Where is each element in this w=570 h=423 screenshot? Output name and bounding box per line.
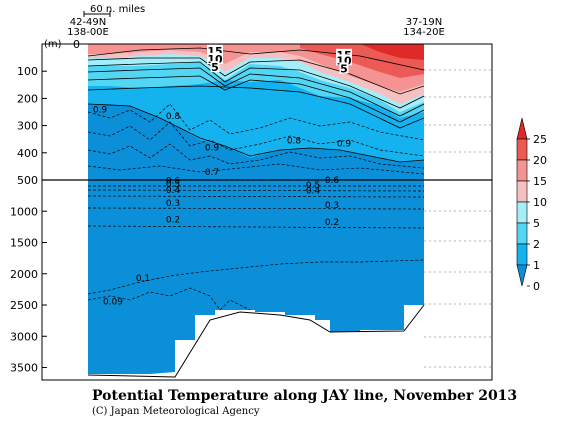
right-station-lat: 37-19N: [406, 17, 443, 28]
seafloor-line: [87, 304, 425, 378]
colorbar-level-label: 15: [533, 175, 547, 188]
contour-label: 0.5: [166, 180, 180, 190]
contour-label: 0.9: [93, 105, 108, 115]
depth-tick-label: 1500: [10, 237, 38, 250]
left-station-lat: 42-49N: [70, 17, 107, 28]
depth-unit-label: (m): [44, 39, 62, 50]
contour-label: 0.4: [306, 187, 321, 197]
depth-tick-label: 200: [17, 92, 38, 105]
contour-label: 0.4: [166, 186, 181, 196]
colorbar-level-label: 25: [533, 133, 547, 146]
depth-tick-label: 300: [17, 120, 38, 133]
depth-tick-label: 1000: [10, 205, 38, 218]
depth-tick-label: 500: [17, 174, 38, 187]
colorbar-level-label: 10: [533, 196, 547, 209]
contour-label-bg: [339, 62, 349, 74]
chart-credit: (C) Japan Meteorological Agency: [92, 406, 260, 417]
colorbar-segment: [516, 201, 528, 224]
depth-tick-label: 2000: [10, 268, 38, 281]
depth-tick-label: 2500: [10, 299, 38, 312]
chart-title: Potential Temperature along JAY line, No…: [92, 388, 517, 404]
left-station-lon: 138-00E: [67, 27, 109, 38]
scale-bar-label: 60 n. miles: [90, 4, 145, 15]
contour-labels: 15105151050.90.80.90.80.90.70.60.50.40.3…: [93, 44, 352, 307]
colorbar-level-label: 0: [533, 280, 540, 293]
colorbar-segment: [516, 159, 528, 182]
colorbar-segment: [516, 264, 528, 287]
contour-label: 0.8: [287, 137, 302, 147]
contour-label: 0.8: [166, 112, 181, 122]
deep-contours: [88, 103, 424, 311]
contour-label: 0.5: [306, 181, 320, 191]
contour-label-bg: [210, 61, 220, 73]
depth-axis: 100 200 300 400 500 1000 1500 2000 2500 3000 3500 0: [10, 38, 80, 375]
colorbar-segment: [516, 117, 528, 140]
contour-label: 0.09: [103, 297, 123, 307]
gridlines: [424, 69, 492, 368]
band-above-25: [360, 44, 424, 60]
seafloor-mask: [88, 305, 424, 380]
depth-tick-label: 100: [17, 65, 38, 78]
colorbar-level-label: 2: [533, 238, 540, 251]
thermocline-contours: [88, 47, 424, 163]
colorbar-level-label: 5: [533, 217, 540, 230]
contour-label-bg: [336, 54, 352, 66]
colorbar-segment: [516, 243, 528, 266]
colorbar-segment: [516, 222, 528, 245]
contour-label: 0.3: [166, 199, 180, 209]
plot-frame: [41, 43, 493, 381]
colorbar-level-label: 20: [533, 154, 547, 167]
contour-label: 0.6: [166, 177, 181, 187]
depth-tick-label: 3000: [10, 330, 38, 343]
depth-tick-label: 400: [17, 147, 38, 160]
scale-bar: 60 n. miles: [83, 4, 145, 17]
contour-label: 0.9: [337, 139, 352, 149]
contour-label: 0.2: [166, 215, 180, 225]
contour-label-bg: [207, 44, 223, 56]
right-station-lon: 134-20E: [403, 27, 445, 38]
contour-label: 5: [211, 61, 219, 74]
contour-label-bg: [207, 52, 223, 64]
contour-label: 0.1: [136, 274, 150, 284]
colorbar-segment: [516, 138, 528, 161]
depth-tick-label: 0: [73, 38, 80, 51]
contour-label: 0.2: [325, 218, 339, 228]
depth-tick-label: 3500: [10, 362, 38, 375]
colorbar-segment: [516, 180, 528, 203]
contour-label: 5: [340, 62, 348, 75]
contour-label: 0.7: [205, 168, 219, 178]
contour-label: 0.3: [325, 201, 339, 211]
colorbar-level-label: 1: [533, 259, 540, 272]
contour-label: 0.9: [205, 143, 220, 153]
contour-label: 0.6: [325, 176, 340, 186]
